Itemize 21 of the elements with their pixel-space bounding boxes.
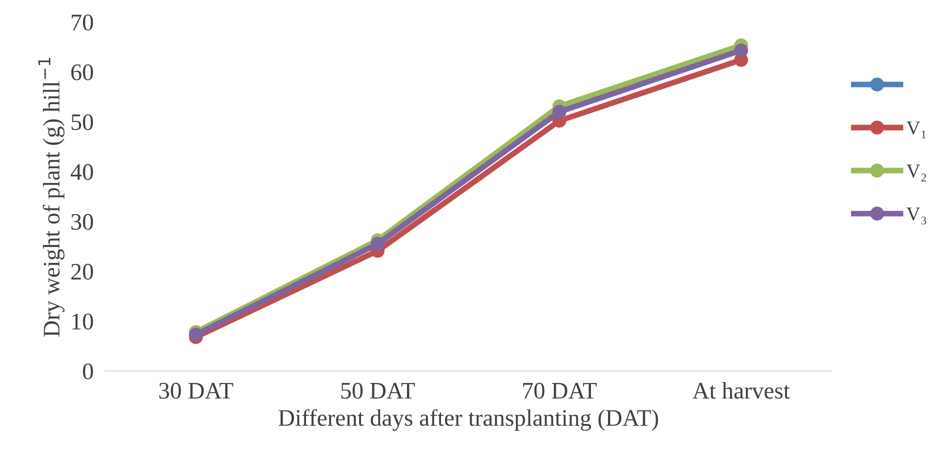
point: [370, 236, 385, 251]
x-tick-label: 70 DAT: [523, 382, 597, 399]
y-tick-label: 50: [72, 114, 93, 130]
y-tick-label: 0: [82, 363, 93, 380]
x-tick-label: At harvest: [692, 382, 790, 399]
x-axis-title: Different days after transplanting (DAT): [278, 409, 658, 431]
y-axis-title: Dry weight of plant (g) hill$^{−1}$: [38, 58, 64, 337]
x-tick-label: 50 DAT: [341, 382, 415, 399]
y-tick-label: 40: [70, 164, 93, 180]
y-tick-label: 30: [71, 214, 93, 230]
y-tick-label: 60: [71, 64, 93, 80]
legend-label: V₁: [906, 122, 926, 138]
y-tick-label: 70: [72, 14, 93, 30]
legend-label: V₂: [906, 164, 926, 182]
y-tick-label: 20: [71, 264, 93, 280]
x-tick-label: 30 DAT: [159, 382, 234, 399]
point: [188, 328, 203, 342]
legend-label: V₃: [906, 208, 926, 224]
y-tick-label: 10: [72, 314, 93, 330]
point: [552, 104, 566, 119]
point: [734, 43, 748, 58]
